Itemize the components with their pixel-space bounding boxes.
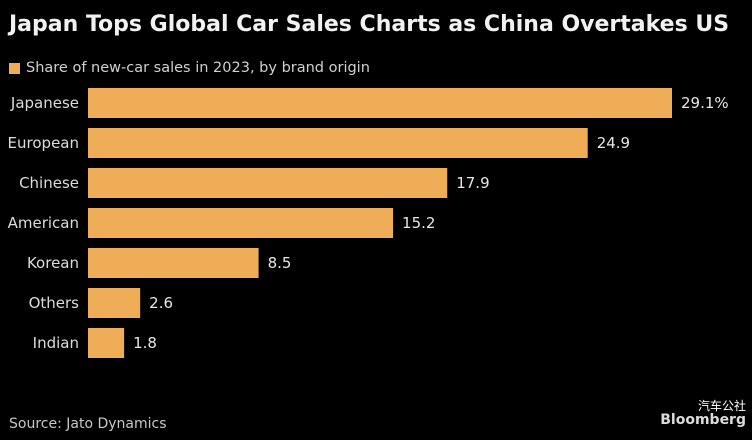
- bar: [88, 208, 394, 238]
- category-label: European: [8, 134, 79, 152]
- value-label: 17.9: [456, 174, 489, 192]
- category-label: Others: [29, 294, 80, 312]
- category-label: American: [8, 214, 79, 232]
- category-label: Japanese: [10, 94, 79, 112]
- value-label: 15.2: [402, 214, 435, 232]
- bar: [88, 248, 259, 278]
- value-label: 1.8: [133, 334, 157, 352]
- value-label: 24.9: [597, 134, 630, 152]
- chart-title: Japan Tops Global Car Sales Charts as Ch…: [9, 12, 730, 37]
- bar: [88, 88, 672, 118]
- value-label: 8.5: [268, 254, 292, 272]
- category-label: Korean: [27, 254, 79, 272]
- legend: Share of new-car sales in 2023, by brand…: [9, 60, 370, 76]
- source-note: Source: Jato Dynamics: [9, 416, 167, 432]
- bar-chart: Japanese 29.1% European 24.9 Chinese 17.9 Amer…: [8, 88, 729, 358]
- legend-label: Share of new-car sales in 2023, by brand…: [26, 60, 370, 76]
- bloomberg-logo: Bloomberg: [660, 412, 746, 428]
- value-label: 29.1%: [681, 94, 729, 112]
- bar: [88, 128, 588, 158]
- legend-swatch: [9, 62, 20, 74]
- bar: [88, 328, 125, 358]
- value-label: 2.6: [149, 294, 173, 312]
- watermark: 汽车公社: [697, 399, 746, 413]
- category-label: Chinese: [19, 174, 79, 192]
- category-label: Indian: [33, 334, 79, 352]
- bar: [88, 288, 141, 318]
- bar: [88, 168, 448, 198]
